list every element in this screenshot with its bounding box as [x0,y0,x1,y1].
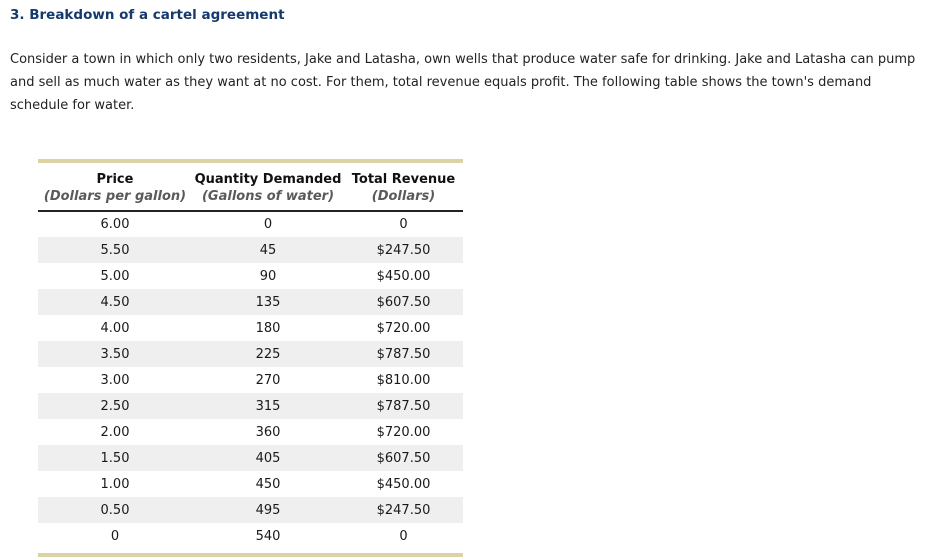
price-cell: 5.00 [100,268,130,284]
price-cell: 0.50 [100,502,130,518]
price-cell: 3.50 [100,346,130,362]
revenue-cell: 0 [399,528,408,544]
quantity-cell: 315 [255,398,281,414]
quantity-cell: 45 [259,242,277,258]
price-column-header: Price [96,172,134,187]
revenue-column-header: Total Revenue [351,172,456,187]
revenue-cell: $720.00 [376,424,431,440]
price-cell: 1.50 [100,450,130,466]
revenue-cell: $450.00 [376,268,431,284]
revenue-cell: $607.50 [376,450,431,466]
quantity-cell: 225 [255,346,281,362]
demand-schedule-table: Price Quantity Demanded Total Revenue (D… [38,163,463,549]
price-cell: 1.00 [100,476,130,492]
table-row: 1.00 450 $450.00 [38,471,463,497]
table-row: 2.50 315 $787.50 [38,393,463,419]
table-row: 3.00 270 $810.00 [38,367,463,393]
header-unit-row: (Dollars per gallon) (Gallons of water) … [38,187,463,212]
table-row: 5.50 45 $247.50 [38,237,463,263]
quantity-cell: 360 [255,424,281,440]
revenue-cell: $787.50 [376,398,431,414]
table-row: 0 540 0 [38,523,463,549]
price-cell: 6.00 [100,217,130,232]
price-cell: 2.00 [100,424,130,440]
price-cell: 5.50 [100,242,130,258]
quantity-column-header: Quantity Demanded [194,172,342,187]
revenue-cell: $787.50 [376,346,431,362]
page-title: 3. Breakdown of a cartel agreement [10,7,285,23]
revenue-cell: $247.50 [376,242,431,258]
revenue-cell: $810.00 [376,372,431,388]
table-row: 3.50 225 $787.50 [38,341,463,367]
quantity-cell: 450 [255,476,281,492]
revenue-column-units: (Dollars) [344,187,463,212]
quantity-cell: 405 [255,450,281,466]
revenue-cell: $247.50 [376,502,431,518]
price-column-units: (Dollars per gallon) [38,187,192,212]
price-cell: 3.00 [100,372,130,388]
table-row: 5.00 90 $450.00 [38,263,463,289]
revenue-cell: 0 [399,217,408,232]
table-row: 6.00 0 0 [38,211,463,237]
demand-schedule-table-container: Price Quantity Demanded Total Revenue (D… [38,159,463,557]
quantity-cell: 0 [263,217,273,232]
quantity-cell: 180 [255,320,281,336]
table-row: 4.50 135 $607.50 [38,289,463,315]
table-row: 4.00 180 $720.00 [38,315,463,341]
table-row: 1.50 405 $607.50 [38,445,463,471]
revenue-cell: $607.50 [376,294,431,310]
table-row: 2.00 360 $720.00 [38,419,463,445]
revenue-cell: $450.00 [376,476,431,492]
quantity-cell: 540 [255,528,281,544]
price-cell: 2.50 [100,398,130,414]
price-cell: 4.50 [100,294,130,310]
quantity-cell: 495 [255,502,281,518]
intro-paragraph: Consider a town in which only two reside… [10,52,916,113]
quantity-cell: 90 [259,268,277,284]
revenue-cell: $720.00 [376,320,431,336]
quantity-column-units: (Gallons of water) [192,187,344,212]
quantity-cell: 270 [255,372,281,388]
header-label-row: Price Quantity Demanded Total Revenue [38,163,463,187]
table-row: 0.50 495 $247.50 [38,497,463,523]
table-header: Price Quantity Demanded Total Revenue (D… [38,163,463,212]
quantity-cell: 135 [255,294,281,310]
price-cell: 0 [110,528,120,544]
price-cell: 4.00 [100,320,130,336]
demand-table-body: 6.00 0 0 5.50 45 $247.50 5.00 90 $450.00 4.50 135 $… [38,211,463,549]
